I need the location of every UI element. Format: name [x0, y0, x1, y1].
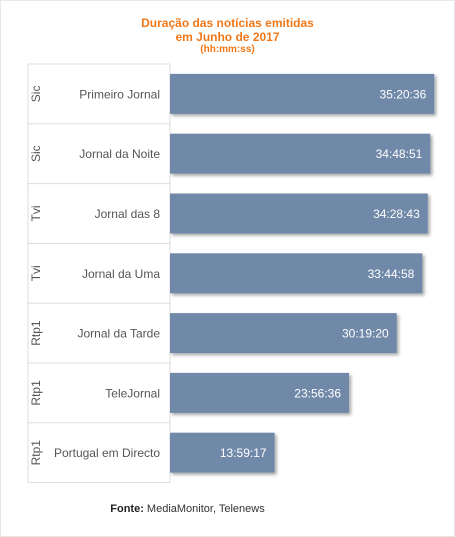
source-label: Fonte: — [110, 503, 144, 515]
bar — [170, 432, 275, 473]
bar — [170, 372, 350, 413]
category-label: Primeiro Jornal — [79, 87, 160, 101]
group-label: Rtp1 — [29, 380, 43, 406]
chart-title: Duração das notícias emitidas em Junho d… — [0, 16, 455, 56]
group-label: Sic — [29, 86, 43, 103]
group-label: Rtp1 — [29, 440, 43, 466]
bar-value-label: 13:59:17 — [220, 446, 267, 460]
group-label: Tvi — [29, 265, 43, 281]
category-label: TeleJornal — [105, 386, 160, 400]
group-label: Rtp1 — [29, 320, 43, 346]
bar — [170, 133, 431, 174]
bar-value-label: 34:48:51 — [376, 147, 423, 161]
bar-value-label: 34:28:43 — [373, 207, 420, 221]
category-label: Jornal da Tarde — [78, 327, 161, 341]
chart-title-line1: Duração das notícias emitidas — [141, 16, 314, 30]
bar-value-label: 33:44:58 — [368, 267, 415, 281]
bar-value-label: 23:56:36 — [294, 386, 341, 400]
chart-title-units: (hh:mm:ss) — [200, 44, 255, 55]
bar-value-label: 30:19:20 — [342, 327, 389, 341]
source-note: Fonte: MediaMonitor, Telenews — [0, 503, 375, 515]
bar — [170, 313, 397, 354]
category-label: Jornal das 8 — [95, 207, 161, 221]
group-label: Sic — [29, 145, 43, 162]
chart-title-line2: em Junho de 2017 — [175, 30, 280, 44]
group-label: Tvi — [29, 206, 43, 222]
category-label: Jornal da Uma — [82, 267, 160, 281]
category-label: Jornal da Noite — [79, 147, 160, 161]
source-text: MediaMonitor, Telenews — [146, 503, 265, 515]
bar — [170, 193, 428, 234]
bar-value-label: 35:20:36 — [380, 87, 427, 101]
bar — [170, 253, 423, 294]
category-label: Portugal em Directo — [54, 446, 160, 460]
bar — [170, 73, 435, 114]
